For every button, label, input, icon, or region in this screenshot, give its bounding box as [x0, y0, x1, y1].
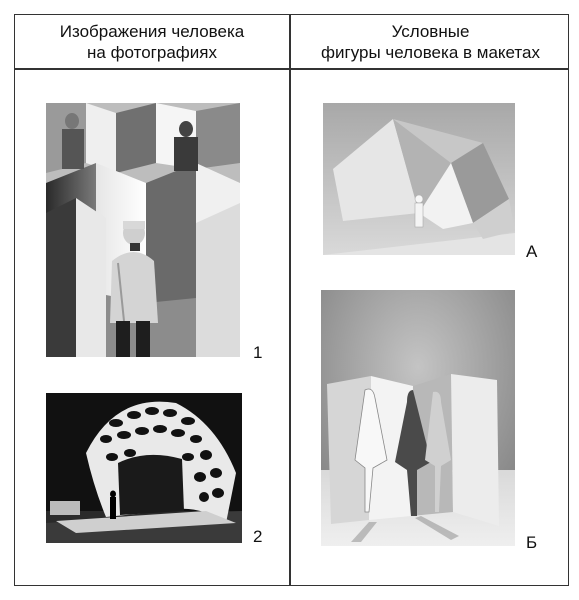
header-left-line1: Изображения человека	[59, 21, 245, 41]
header-photos: Изображения человека на фотографиях	[15, 15, 289, 68]
header-divider	[15, 68, 568, 70]
photo-b-paper-silhouettes	[321, 290, 515, 546]
photo-a-paper-model	[323, 103, 515, 255]
label-photo-1: 1	[253, 343, 263, 362]
comparison-table: Изображения человека на фотографиях Усло…	[14, 14, 569, 586]
header-left-line2: на фотографиях	[87, 42, 217, 62]
header-right-line1: Условные	[391, 21, 470, 41]
header-right-line2: фигуры человека в макетах	[321, 42, 540, 62]
photo-2-lattice-pavilion	[46, 393, 242, 543]
label-photo-2: 2	[253, 527, 263, 546]
photo-1-people-among-screens	[46, 103, 240, 357]
label-photo-a: А	[526, 242, 538, 261]
column-divider	[289, 15, 291, 585]
header-models: Условные фигуры человека в макетах	[291, 15, 570, 68]
label-photo-b: Б	[526, 533, 538, 552]
